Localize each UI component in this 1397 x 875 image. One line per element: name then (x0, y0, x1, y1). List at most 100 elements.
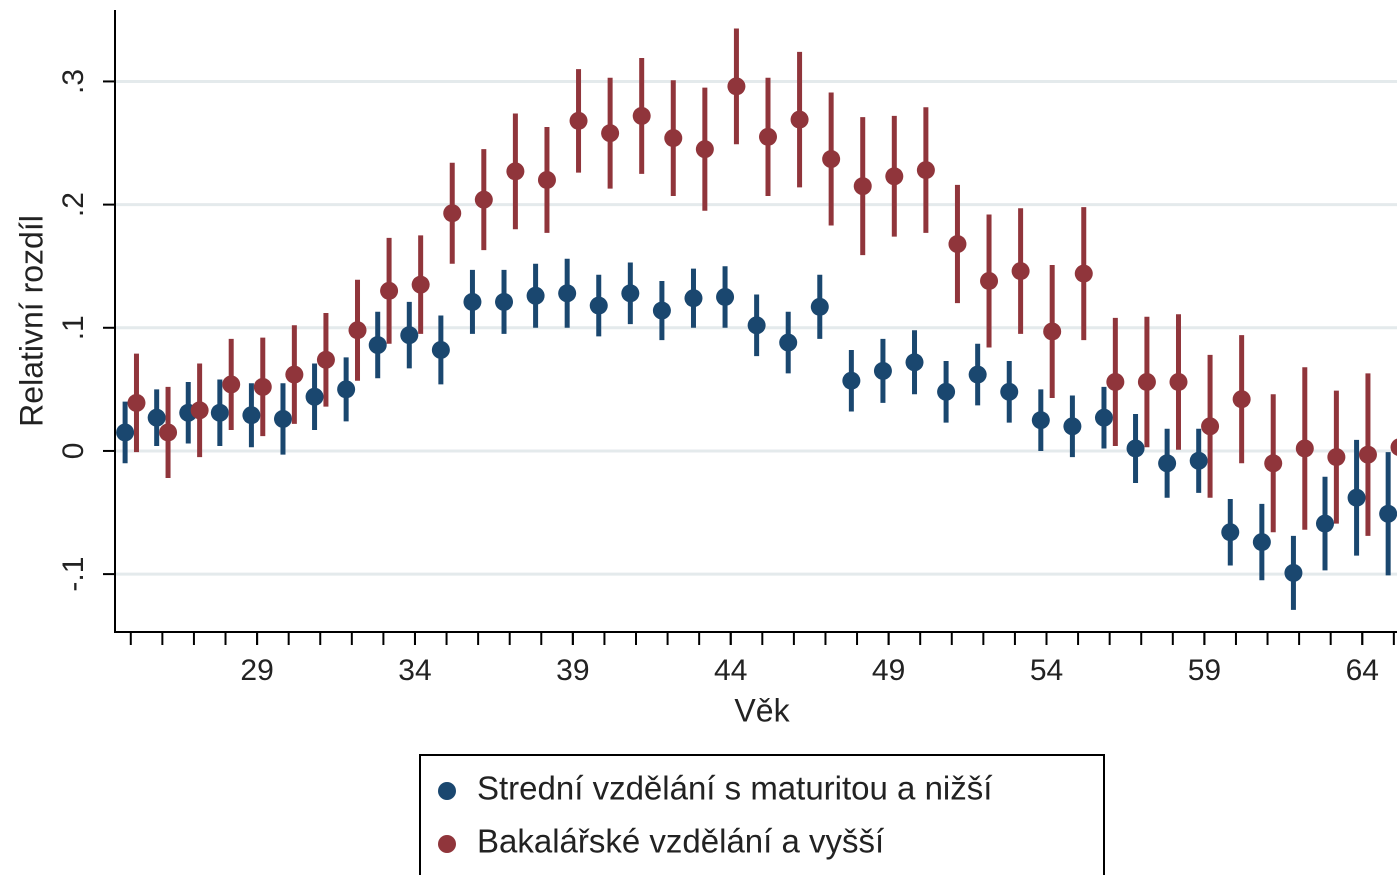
point (1264, 454, 1283, 473)
legend-marker (438, 782, 456, 800)
point (443, 204, 462, 223)
point (1221, 523, 1240, 542)
x-tick-label: 54 (1030, 654, 1063, 687)
point (1379, 504, 1397, 523)
legend-label: Strední vzdělání s maturitou a nižší (477, 770, 992, 807)
point (779, 333, 798, 352)
point (1074, 264, 1093, 283)
point (1201, 417, 1220, 436)
point (1106, 372, 1125, 391)
point (1316, 514, 1335, 533)
x-tick-label: 34 (398, 654, 431, 687)
x-tick-label: 39 (556, 654, 589, 687)
point (316, 350, 335, 369)
point (790, 110, 809, 129)
legend-marker (438, 835, 456, 853)
point (558, 284, 577, 303)
point (747, 316, 766, 335)
point (431, 340, 450, 359)
point (159, 423, 178, 442)
point (1126, 439, 1145, 458)
point (368, 336, 387, 355)
y-tick-label: .2 (57, 192, 90, 217)
point (1158, 454, 1177, 473)
y-tick-label: .3 (57, 69, 90, 94)
point (948, 235, 967, 254)
point (380, 281, 399, 300)
point (463, 292, 482, 311)
point (1327, 448, 1346, 467)
legend-box (419, 754, 1105, 875)
x-tick-label: 59 (1188, 654, 1221, 687)
y-tick-label: -.1 (57, 557, 90, 592)
point (632, 106, 651, 125)
x-tick-label: 49 (872, 654, 905, 687)
point (1063, 417, 1082, 436)
point (873, 361, 892, 380)
point (621, 284, 640, 303)
point (1284, 563, 1303, 582)
point (147, 408, 166, 427)
point (716, 287, 735, 306)
point (242, 406, 261, 425)
x-tick-label: 44 (714, 654, 747, 687)
point (980, 271, 999, 290)
point (253, 377, 272, 396)
point (116, 423, 135, 442)
point (727, 77, 746, 96)
point (337, 380, 356, 399)
y-axis-label: Relativní rozdíl (13, 215, 49, 427)
point (411, 275, 430, 294)
point (853, 177, 872, 196)
point (348, 321, 367, 340)
point (1347, 488, 1366, 507)
legend-label: Bakalářské vzdělání a vyšší (477, 823, 884, 860)
point (222, 375, 241, 394)
point (1295, 439, 1314, 458)
point (569, 111, 588, 130)
x-tick-label: 64 (1346, 654, 1379, 687)
point (1358, 445, 1377, 464)
point (822, 150, 841, 169)
point (400, 326, 419, 345)
point (968, 365, 987, 384)
point (127, 393, 146, 412)
point (1189, 451, 1208, 470)
point (1031, 411, 1050, 430)
point (937, 382, 956, 401)
y-tick-label: 0 (57, 443, 90, 460)
point (842, 371, 861, 390)
point (916, 161, 935, 180)
point (652, 301, 671, 320)
point (305, 387, 324, 406)
point (810, 297, 829, 316)
point (664, 129, 683, 148)
point (526, 286, 545, 305)
point (474, 190, 493, 209)
point (537, 170, 556, 189)
point (589, 296, 608, 315)
point (1000, 382, 1019, 401)
point (1232, 390, 1251, 409)
point (758, 127, 777, 146)
point (210, 403, 229, 422)
point (285, 365, 304, 384)
point (1252, 533, 1271, 552)
point (1043, 322, 1062, 341)
point (885, 167, 904, 186)
x-tick-label: 29 (240, 654, 273, 687)
point (1094, 408, 1113, 427)
point (506, 162, 525, 181)
point (905, 353, 924, 372)
point (495, 292, 514, 311)
point (273, 409, 292, 428)
point (190, 401, 209, 420)
point (1169, 372, 1188, 391)
point (1390, 438, 1397, 456)
point (695, 140, 714, 159)
point (684, 289, 703, 308)
point (601, 124, 620, 143)
x-axis-label: Věk (734, 692, 790, 728)
point (1011, 262, 1030, 281)
